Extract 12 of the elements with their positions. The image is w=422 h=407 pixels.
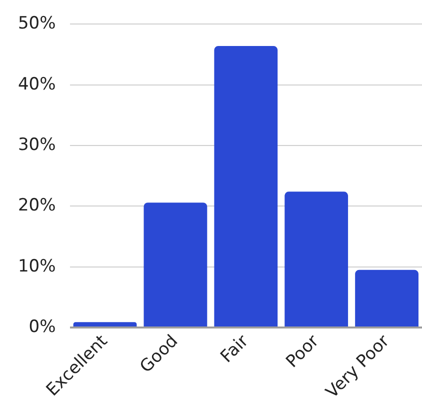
bar	[355, 270, 418, 327]
bar	[144, 202, 208, 327]
bar	[284, 192, 348, 327]
y-tick-label: 50%	[18, 14, 56, 34]
y-tick-label: 30%	[18, 134, 56, 155]
y-tick-label: 0%	[28, 316, 56, 337]
y-tick-label: 20%	[18, 196, 56, 216]
bar	[73, 322, 137, 327]
y-tick-label: 10%	[18, 256, 56, 276]
bar	[214, 46, 278, 327]
x-tick-label: Fair	[216, 331, 253, 367]
y-tick-label: 40%	[18, 74, 56, 94]
